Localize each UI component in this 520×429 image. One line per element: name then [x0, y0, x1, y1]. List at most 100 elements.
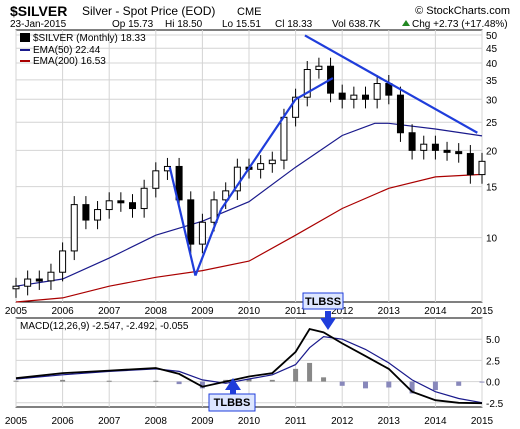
ema50-line — [15, 122, 483, 287]
histogram-bar — [307, 362, 313, 382]
macd-tick-label: 5.0 — [486, 335, 500, 346]
histogram-bar — [176, 381, 182, 385]
candle-body — [338, 92, 346, 100]
candle-body — [408, 132, 416, 151]
year-tick-label: 2007 — [98, 416, 121, 427]
ema50-legend-label: EMA(50) 22.44 — [33, 45, 101, 56]
price-tick-label: 35 — [486, 76, 498, 87]
histogram-bar — [321, 377, 327, 382]
candle-body — [59, 250, 67, 273]
macd-tick-label: 2.5 — [486, 356, 500, 367]
open-value: Op 15.73 — [112, 19, 154, 30]
price-tick-label: 40 — [486, 59, 498, 70]
candle-body — [70, 204, 78, 252]
tlbss-box — [302, 292, 344, 310]
candle-body — [198, 221, 206, 245]
year-tick-label: 2015 — [471, 416, 494, 427]
price-legend-label: $SILVER (Monthly) 18.33 — [33, 33, 146, 44]
year-tick-label: 2008 — [145, 416, 168, 427]
price-tick-label: 30 — [486, 95, 498, 106]
candle-body — [396, 94, 404, 134]
candle-body — [233, 166, 241, 192]
tlbbs-box — [208, 393, 256, 412]
exchange-label: CME — [237, 6, 261, 18]
trendline — [220, 98, 297, 211]
price-tick-label: 20 — [486, 146, 498, 157]
price-candles — [12, 57, 486, 298]
candle-body — [373, 83, 381, 100]
year-tick-label: 2013 — [378, 306, 401, 317]
macd-line — [15, 327, 483, 405]
candle-body — [140, 187, 148, 210]
year-tick-label: 2005 — [5, 416, 28, 427]
year-tick-label: 2013 — [378, 416, 401, 427]
price-tick-label: 50 — [486, 31, 498, 42]
price-tick-label: 15 — [486, 183, 498, 194]
ema200-path — [15, 173, 483, 303]
macd-tick-label: -2.5 — [486, 399, 504, 410]
candle-body — [129, 202, 136, 210]
candle-body — [105, 200, 113, 211]
trendline — [168, 166, 197, 276]
histogram-bar — [153, 380, 159, 382]
year-tick-label: 2010 — [238, 306, 261, 317]
year-tick-label: 2006 — [51, 416, 74, 427]
candle-body — [268, 159, 276, 165]
histogram-bar — [60, 379, 66, 382]
close-value: Cl 18.33 — [275, 19, 313, 30]
candle-body — [187, 199, 195, 245]
candle-body — [350, 94, 358, 100]
high-value: Hi 18.50 — [165, 19, 203, 30]
candle-body — [478, 160, 486, 176]
ema50-path — [15, 122, 483, 287]
description-label: Silver - Spot Price (EOD) — [82, 4, 215, 18]
price-y-axis: 10 15 20 25 30 35 40 45 50 — [486, 31, 498, 245]
candle-body — [47, 271, 55, 282]
histogram-bar — [246, 379, 252, 382]
year-tick-label: 2012 — [331, 306, 354, 317]
year-tick-label: 2009 — [191, 416, 214, 427]
up-arrow-icon — [225, 378, 241, 397]
ema200-legend-label: EMA(200) 16.53 — [33, 56, 106, 67]
candle-body — [431, 143, 439, 151]
year-tick-label: 2011 — [285, 416, 307, 427]
candle-body — [303, 69, 311, 98]
price-tick-label: 45 — [486, 44, 498, 55]
low-value: Lo 15.51 — [222, 19, 261, 30]
price-grid — [15, 30, 483, 302]
candle-body — [362, 94, 369, 100]
histogram-bar — [339, 381, 345, 386]
watermark: © StockCharts.com — [415, 5, 510, 17]
macd-tick-label: 0.0 — [486, 378, 500, 389]
macd-y-axis: -2.5 0.0 2.5 5.0 — [486, 335, 504, 410]
tlbss-annotation: TLBSS — [302, 292, 344, 330]
ema200-line — [15, 173, 483, 303]
candle-body — [420, 143, 428, 151]
trendline — [194, 209, 223, 276]
candle-body — [210, 199, 218, 223]
candle-body — [257, 163, 265, 170]
candle-body — [175, 165, 183, 201]
macd-title: MACD(12,26,9) -2.547, -2.492, -0.055 — [20, 321, 189, 332]
year-tick-label: 2006 — [51, 306, 74, 317]
change-value: Chg +2.73 (+17.48%) — [412, 19, 508, 30]
candle-body — [35, 278, 43, 282]
candle-body — [222, 190, 230, 201]
date-axis-bottom: 2005 2006 2007 2008 2009 2010 2011 2012 2013 2014… — [5, 416, 494, 427]
candle-body — [12, 285, 20, 290]
candle-body — [152, 170, 160, 189]
volume-value: Vol 638.7K — [332, 19, 381, 30]
year-tick-label: 2005 — [5, 306, 28, 317]
candle-body — [292, 96, 300, 118]
year-tick-label: 2007 — [98, 306, 121, 317]
histogram-bar — [479, 381, 485, 383]
histogram-bar — [363, 381, 368, 389]
symbol-label: $SILVER — [10, 3, 67, 19]
macd-path — [15, 327, 483, 405]
trendlines — [168, 34, 478, 276]
year-tick-label: 2010 — [238, 416, 261, 427]
histogram-bar — [269, 379, 275, 382]
candle-body — [280, 116, 288, 161]
trendline — [304, 34, 478, 134]
histogram-bar — [106, 380, 112, 382]
